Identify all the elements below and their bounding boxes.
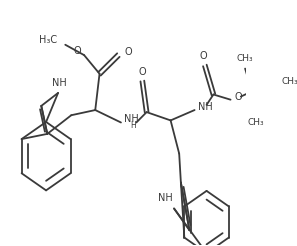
Text: O: O (138, 67, 146, 77)
Text: NH: NH (52, 77, 67, 88)
Text: NH: NH (198, 102, 213, 112)
Text: NH: NH (158, 193, 172, 203)
Text: H: H (130, 121, 136, 130)
Text: H₃C: H₃C (39, 34, 57, 45)
Text: CH₃: CH₃ (282, 77, 297, 86)
Text: NH: NH (124, 114, 139, 124)
Text: CH₃: CH₃ (248, 118, 265, 127)
Text: O: O (235, 92, 242, 102)
Text: O: O (199, 51, 207, 61)
Text: O: O (73, 46, 81, 56)
Text: CH₃: CH₃ (237, 54, 253, 63)
Text: O: O (124, 47, 132, 57)
